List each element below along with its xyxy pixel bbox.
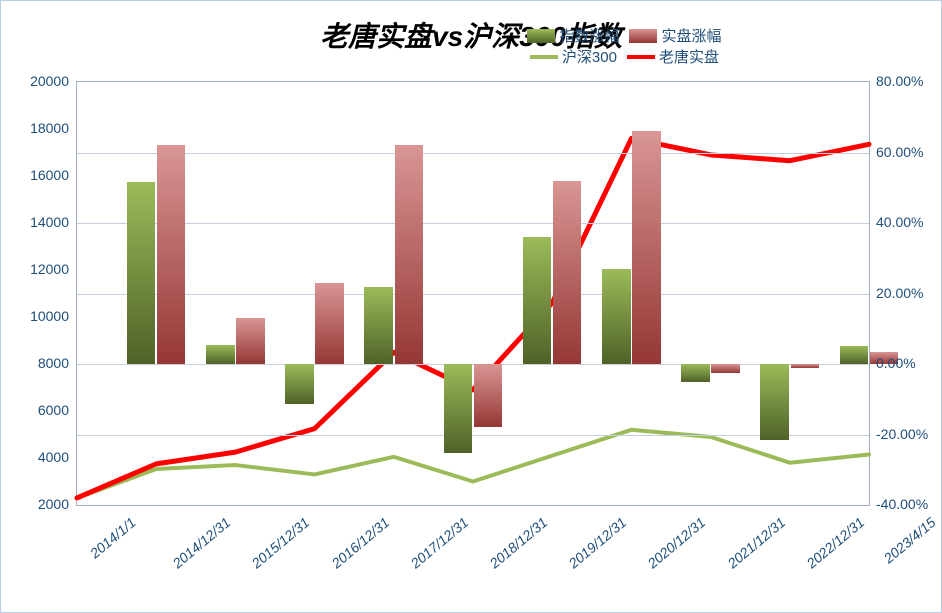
y-left-label: 18000 <box>9 120 69 136</box>
red-bar <box>395 145 424 364</box>
x-label: 2014/12/31 <box>170 514 234 571</box>
green-bar <box>760 364 789 440</box>
green-bar <box>364 287 393 364</box>
y-left-label: 14000 <box>9 214 69 230</box>
chart-container: 老唐实盘vs沪深300指数 指数涨幅实盘涨幅沪深300老唐实盘 20004000… <box>0 0 942 613</box>
y-left-label: 2000 <box>9 496 69 512</box>
x-label: 2018/12/31 <box>486 514 550 571</box>
green-bar <box>840 346 869 364</box>
green-bar <box>444 364 473 453</box>
red-bar <box>553 181 582 364</box>
legend-item: 沪深300 <box>530 46 617 67</box>
y-right-label: 80.00% <box>876 73 942 89</box>
x-label: 2014/1/1 <box>87 514 139 561</box>
title-row: 老唐实盘vs沪深300指数 指数涨幅实盘涨幅沪深300老唐实盘 <box>1 15 941 55</box>
gridline <box>77 223 869 224</box>
red-bar <box>474 364 503 427</box>
y-left-label: 20000 <box>9 73 69 89</box>
legend-item: 指数涨幅 <box>527 25 619 46</box>
red-bar <box>791 364 820 368</box>
line-hs300 <box>77 430 869 498</box>
y-right-label: -20.00% <box>876 426 942 442</box>
y-right-label: 20.00% <box>876 285 942 301</box>
y-left-label: 6000 <box>9 402 69 418</box>
legend-swatch <box>627 55 655 59</box>
red-bar <box>157 145 186 364</box>
line-laotang <box>77 138 869 498</box>
red-bar <box>632 131 661 364</box>
red-bar <box>236 318 265 364</box>
green-bar <box>127 182 156 364</box>
y-left-label: 12000 <box>9 261 69 277</box>
green-bar <box>523 237 552 364</box>
red-bar <box>315 283 344 364</box>
legend-item: 实盘涨幅 <box>629 25 721 46</box>
gridline <box>77 294 869 295</box>
x-label: 2021/12/31 <box>724 514 788 571</box>
x-label: 2017/12/31 <box>407 514 471 571</box>
x-label: 2020/12/31 <box>645 514 709 571</box>
legend-swatch <box>527 29 555 43</box>
y-right-label: 60.00% <box>876 144 942 160</box>
legend-label: 指数涨幅 <box>559 25 619 46</box>
x-label: 2022/12/31 <box>803 514 867 571</box>
x-label: 2016/12/31 <box>328 514 392 571</box>
green-bar <box>681 364 710 382</box>
y-left-label: 10000 <box>9 308 69 324</box>
green-bar <box>206 345 235 364</box>
x-label: 2019/12/31 <box>566 514 630 571</box>
legend-swatch <box>629 29 657 43</box>
legend-label: 沪深300 <box>562 46 617 67</box>
y-left-label: 8000 <box>9 355 69 371</box>
green-bar <box>285 364 314 404</box>
x-label: 2023/4/15 <box>881 514 939 566</box>
legend-label: 老唐实盘 <box>659 46 719 67</box>
red-bar <box>711 364 740 373</box>
y-left-label: 4000 <box>9 449 69 465</box>
legend-item: 老唐实盘 <box>627 46 719 67</box>
plot-area <box>76 81 870 506</box>
legend-swatch <box>530 55 558 59</box>
x-label: 2015/12/31 <box>249 514 313 571</box>
y-right-label: -40.00% <box>876 496 942 512</box>
gridline <box>77 435 869 436</box>
y-right-label: 40.00% <box>876 214 942 230</box>
y-left-label: 16000 <box>9 167 69 183</box>
legend-label: 实盘涨幅 <box>661 25 721 46</box>
y-right-label: 0.00% <box>876 355 942 371</box>
legend: 指数涨幅 实盘涨幅沪深300 老唐实盘 <box>527 25 731 67</box>
gridline <box>77 153 869 154</box>
green-bar <box>602 269 631 364</box>
